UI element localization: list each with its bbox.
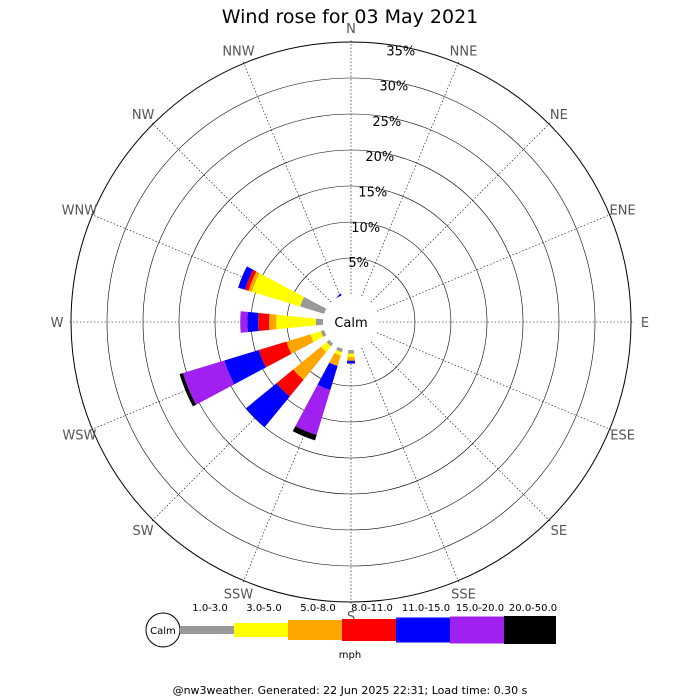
wedge-wnw-0 xyxy=(300,296,327,314)
ring-label-35: 35% xyxy=(386,44,415,59)
spoke-ne xyxy=(370,122,551,303)
legend-bin-label-2: 5.0-8.0 xyxy=(300,603,335,614)
ring-label-30: 30% xyxy=(379,80,408,95)
wedge-w-5 xyxy=(240,311,248,333)
legend-units-label: mph xyxy=(339,650,361,661)
legend-bin-label-5: 15.0-20.0 xyxy=(456,603,504,614)
wedge-sw-3 xyxy=(276,369,304,397)
direction-label-ese: ESE xyxy=(610,429,635,444)
direction-label-se: SE xyxy=(551,524,567,539)
direction-label-ssw: SSW xyxy=(224,588,254,603)
wedge-sw-2 xyxy=(293,346,327,380)
wedge-wsw-4 xyxy=(224,350,266,385)
ring-label-25: 25% xyxy=(372,115,401,130)
wedge-w-2 xyxy=(269,313,277,331)
calm-label: Calm xyxy=(334,316,367,331)
wedge-ssw-6 xyxy=(292,426,317,441)
wedge-ssw-4 xyxy=(317,362,338,391)
direction-label-s: S xyxy=(347,610,355,625)
wedge-wsw-6 xyxy=(179,373,197,407)
ring-label-5: 5% xyxy=(348,256,369,271)
spoke-nne xyxy=(361,61,460,297)
direction-label-w: W xyxy=(51,316,64,331)
legend-bin-label-1: 3.0-5.0 xyxy=(246,603,281,614)
ring-15 xyxy=(214,185,488,459)
spoke-se xyxy=(370,341,551,522)
direction-label-wnw: WNW xyxy=(62,203,98,218)
ring-30 xyxy=(106,77,596,567)
legend-bin-label-6: 20.0-50.0 xyxy=(509,603,557,614)
wedge-sw-0 xyxy=(326,339,334,347)
direction-label-nne: NNE xyxy=(450,44,478,59)
wedge-wnw-2 xyxy=(248,271,260,292)
spoke-nnw xyxy=(242,61,341,297)
footer-text: @nw3weather. Generated: 22 Jun 2025 22:3… xyxy=(172,684,528,697)
wedge-wnw-1 xyxy=(251,273,305,307)
wedge-wnw-4 xyxy=(238,266,254,290)
wedge-s-2 xyxy=(347,357,355,361)
wedge-w-0 xyxy=(315,318,324,326)
direction-label-wsw: WSW xyxy=(62,429,96,444)
wedge-ssw-2 xyxy=(329,353,341,367)
ring-label-15: 15% xyxy=(358,186,387,201)
legend-calm-label: Calm xyxy=(150,626,176,637)
wedge-w-1 xyxy=(276,314,316,330)
wedge-s-1 xyxy=(347,353,355,358)
direction-label-nw: NW xyxy=(132,108,155,123)
spoke-ene xyxy=(376,213,612,312)
wedge-wsw-2 xyxy=(286,334,314,354)
direction-label-e: E xyxy=(641,316,649,331)
legend-swatch-1 xyxy=(234,623,288,637)
wedge-ssw-0 xyxy=(336,346,343,353)
spoke-ese xyxy=(376,332,612,431)
legend-swatch-2 xyxy=(288,620,342,640)
chart-title: Wind rose for 03 May 2021 xyxy=(221,6,479,28)
wedge-ssw-5 xyxy=(295,384,331,435)
wedge-wsw-3 xyxy=(258,341,292,368)
direction-label-ne: NE xyxy=(550,108,568,123)
spoke-sse xyxy=(361,347,460,583)
wedge-s-4 xyxy=(346,360,356,364)
direction-label-ene: ENE xyxy=(610,203,636,218)
calm-circle xyxy=(323,294,379,350)
wedge-w-3 xyxy=(258,312,270,332)
legend-swatch-3 xyxy=(342,619,396,641)
wedge-wnw-3 xyxy=(244,269,257,291)
wedge-wsw-5 xyxy=(182,360,235,405)
direction-label-sse: SSE xyxy=(451,588,476,603)
ring-label-20: 20% xyxy=(365,150,394,165)
wedge-wsw-0 xyxy=(320,330,327,337)
spoke-nw xyxy=(151,122,332,303)
legend-swatch-0 xyxy=(180,626,234,634)
wedge-sw-4 xyxy=(245,383,290,428)
ring-label-10: 10% xyxy=(351,221,380,236)
wedge-wsw-1 xyxy=(310,331,324,342)
legend-bin-label-0: 1.0-3.0 xyxy=(192,603,227,614)
direction-label-n: N xyxy=(346,22,356,37)
direction-label-nnw: NNW xyxy=(222,44,254,59)
legend-swatch-5 xyxy=(450,616,504,644)
wedge-w-4 xyxy=(247,311,259,333)
legend-swatch-4 xyxy=(396,617,450,643)
wedge-s-0 xyxy=(347,349,355,354)
direction-label-sw: SW xyxy=(133,524,154,539)
wedge-ssw-1 xyxy=(334,349,342,356)
legend-bin-label-4: 11.0-15.0 xyxy=(402,603,450,614)
legend-bin-label-3: 8.0-11.0 xyxy=(351,603,393,614)
legend-swatch-6 xyxy=(504,616,556,644)
wedge-sw-1 xyxy=(321,342,331,352)
